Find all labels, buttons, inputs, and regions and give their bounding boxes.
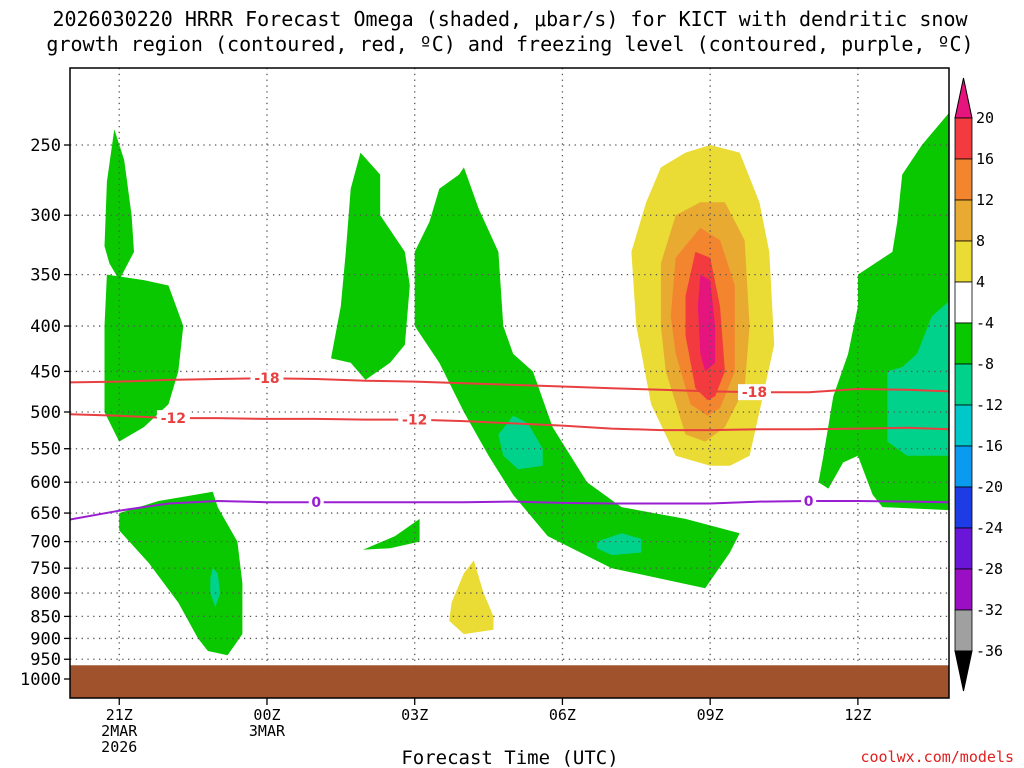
y-tick-label-350: 350	[30, 266, 61, 286]
contour-label-minus-18-1: -18	[742, 385, 767, 401]
colorbar-band-10	[954, 527, 973, 570]
colorbar-label-0: 20	[976, 109, 994, 127]
omega-colorbar: 20 16 12 8 4 -4 -8 -12 -16 -20 -24 -28 -32 -36	[954, 77, 1003, 692]
x-tick-label-24-1: 3MAR	[249, 722, 286, 740]
x-tick-label-21-2: 2026	[101, 738, 137, 756]
omega-region-teal-lower-left	[210, 568, 221, 608]
temperature-contours: -18 -18 -12 -12 0 0	[70, 370, 949, 521]
grid-lines	[70, 68, 949, 698]
colorbar-band-1	[954, 158, 973, 201]
omega-region-green-mid-small	[363, 518, 420, 550]
colorbar-label-11: -28	[976, 560, 1003, 578]
omega-region-green-lower-left	[119, 491, 243, 656]
colorbar-band-5	[954, 322, 973, 365]
colorbar-band-2	[954, 199, 973, 242]
chart-title-line-2: growth region (contoured, red, ºC) and f…	[46, 32, 973, 56]
colorbar-label-2: 12	[976, 191, 994, 209]
colorbar-label-10: -24	[976, 519, 1003, 537]
colorbar-band-11	[954, 568, 973, 611]
y-tick-label-500: 500	[30, 403, 61, 423]
contour-label-bg-minus-18-0	[250, 370, 284, 387]
colorbar-label-9: -20	[976, 478, 1003, 496]
y-tick-label-1000: 1000	[20, 670, 61, 690]
plot-area: -18 -18 -12 -12 0 0	[70, 68, 949, 698]
colorbar-band-0	[954, 117, 973, 160]
y-tick-label-600: 600	[30, 473, 61, 493]
contour-label-minus-12-0: -12	[161, 411, 186, 427]
x-tick-label-21-0: 21Z	[106, 706, 133, 724]
colorbar-label-12: -32	[976, 601, 1003, 619]
y-tick-label-450: 450	[30, 362, 61, 382]
colorbar-label-4: 4	[976, 273, 985, 291]
colorbar-label-6: -8	[976, 355, 994, 373]
omega-region-green-mid-2	[414, 167, 740, 589]
colorbar-label-7: -12	[976, 396, 1003, 414]
contour-label-bg-minus-18-1	[737, 384, 771, 401]
y-tick-label-650: 650	[30, 504, 61, 524]
pressure-axis: 2503003504004505005506006507007508008509…	[20, 136, 70, 690]
x-tick-label-30-0: 06Z	[549, 706, 576, 724]
colorbar-bottom-triangle	[954, 650, 973, 692]
x-tick-label-36-0: 12Z	[844, 706, 871, 724]
omega-region-green-mid-1	[331, 152, 410, 380]
omega-region-green-upper-left	[104, 129, 134, 281]
y-tick-label-400: 400	[30, 317, 61, 337]
omega-shading	[104, 112, 949, 656]
contour-label-bg-minus-12-1	[398, 411, 432, 428]
y-tick-label-750: 750	[30, 559, 61, 579]
x-tick-label-24-0: 00Z	[253, 706, 280, 724]
colorbar-label-13: -36	[976, 642, 1003, 660]
contour-label-bg-zero-1	[801, 493, 817, 510]
y-tick-label-800: 800	[30, 584, 61, 604]
contour-label-minus-18-0: -18	[254, 371, 279, 387]
omega-region-green-left-main	[104, 274, 184, 442]
contour-label-minus-12-1: -12	[402, 413, 427, 429]
y-tick-label-850: 850	[30, 607, 61, 627]
contour-label-zero-1: 0	[804, 494, 814, 510]
contour-label-bg-minus-12-0	[156, 410, 190, 427]
contour-minus-18	[70, 377, 949, 394]
colorbar-band-8	[954, 445, 973, 488]
credit-text: coolwx.com/models	[860, 748, 1014, 766]
plot-frame	[69, 67, 950, 699]
x-tick-label-33-0: 09Z	[697, 706, 724, 724]
contour-label-bg-zero-0	[308, 494, 324, 511]
contour-minus-12	[70, 413, 949, 432]
y-tick-label-300: 300	[30, 206, 61, 226]
y-tick-label-550: 550	[30, 440, 61, 460]
colorbar-label-3: 8	[976, 232, 985, 250]
colorbar-band-12	[954, 609, 973, 652]
omega-region-yellow-low	[449, 560, 494, 635]
omega-region-teal-mid-a	[498, 415, 543, 470]
y-tick-label-700: 700	[30, 533, 61, 553]
chart-title-line-1: 2026030220 HRRR Forecast Omega (shaded, …	[52, 7, 968, 31]
x-axis-label: Forecast Time (UTC)	[401, 747, 618, 768]
x-tick-label-21-1: 2MAR	[101, 722, 138, 740]
y-tick-label-900: 900	[30, 629, 61, 649]
colorbar-band-3	[954, 240, 973, 283]
ground-terrain	[70, 665, 949, 698]
y-tick-label-250: 250	[30, 136, 61, 156]
colorbar-band-9	[954, 486, 973, 529]
colorbar-band-6	[954, 363, 973, 406]
colorbar-label-5: -4	[976, 314, 994, 332]
omega-region-teal-right	[887, 301, 949, 456]
contour-label-zero-0: 0	[311, 495, 321, 511]
colorbar-band-4	[954, 281, 973, 324]
colorbar-label-1: 16	[976, 150, 994, 168]
colorbar-label-8: -16	[976, 437, 1003, 455]
x-tick-label-27-0: 03Z	[401, 706, 428, 724]
y-tick-label-950: 950	[30, 650, 61, 670]
colorbar-band-7	[954, 404, 973, 447]
omega-region-teal-mid-b	[596, 533, 642, 556]
